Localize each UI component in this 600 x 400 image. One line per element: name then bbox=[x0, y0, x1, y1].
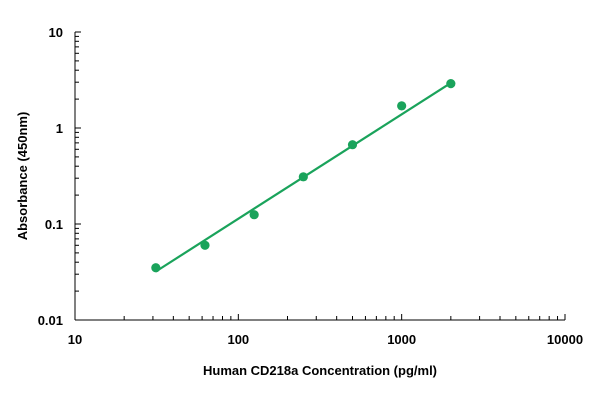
x-tick-label: 1000 bbox=[387, 332, 416, 347]
axes bbox=[74, 32, 565, 321]
data-point bbox=[347, 140, 358, 150]
y-axis-title: Absorbance (450nm) bbox=[15, 112, 30, 241]
data-point bbox=[200, 240, 210, 250]
tick-labels: 10 100 1000 10000 0.01 0.1 1 10 bbox=[38, 25, 583, 347]
data-points bbox=[151, 79, 456, 273]
x-tick-label: 10000 bbox=[547, 332, 583, 347]
data-point bbox=[446, 79, 456, 89]
data-point bbox=[151, 263, 161, 273]
y-tick-label: 0.01 bbox=[38, 313, 63, 328]
x-axis-title: Human CD218a Concentration (pg/ml) bbox=[203, 363, 437, 378]
y-tick-label: 10 bbox=[49, 25, 63, 40]
data-point bbox=[397, 101, 407, 111]
x-tick-label: 100 bbox=[227, 332, 249, 347]
x-tick-label: 10 bbox=[68, 332, 82, 347]
ticks bbox=[74, 31, 566, 321]
y-tick-label: 1 bbox=[56, 121, 63, 136]
y-tick-label: 0.1 bbox=[45, 217, 63, 232]
data-point bbox=[249, 210, 259, 220]
data-point bbox=[298, 172, 308, 182]
